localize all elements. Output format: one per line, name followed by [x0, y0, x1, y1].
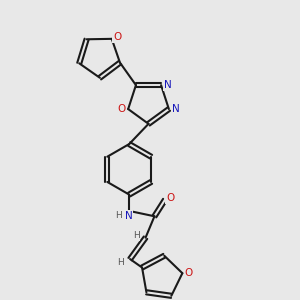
Text: O: O: [118, 104, 126, 114]
Text: O: O: [166, 194, 174, 203]
Text: H: H: [133, 231, 140, 240]
Text: O: O: [113, 32, 121, 42]
Text: N: N: [125, 211, 133, 221]
Text: N: N: [164, 80, 172, 90]
Text: N: N: [172, 104, 179, 114]
Text: H: H: [116, 211, 122, 220]
Text: O: O: [185, 268, 193, 278]
Text: H: H: [117, 258, 124, 267]
